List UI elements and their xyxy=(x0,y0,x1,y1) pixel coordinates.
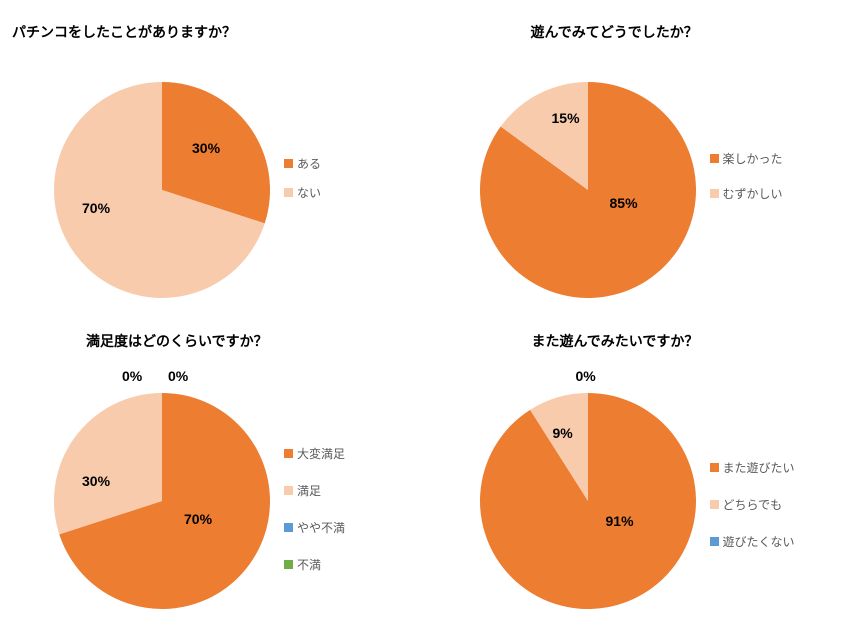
slice-label: 15% xyxy=(552,110,580,126)
legend-swatch xyxy=(284,560,293,569)
legend-item: ない xyxy=(284,184,321,201)
legend-label: 遊びたくない xyxy=(723,533,795,550)
legend-item: 遊びたくない xyxy=(710,533,795,550)
chart-title: 満足度はどのくらいですか？ xyxy=(86,331,268,351)
legend-item: ある xyxy=(284,155,321,172)
legend: 楽しかったむずかしい xyxy=(710,150,783,202)
legend-item: むずかしい xyxy=(710,185,783,202)
legend-item: やや不満 xyxy=(284,519,345,536)
slice-label: 85% xyxy=(610,195,638,211)
legend-item: 楽しかった xyxy=(710,150,783,167)
legend: 大変満足満足やや不満不満 xyxy=(284,445,345,573)
chart-title: パチンコをしたことがありますか？ xyxy=(12,22,236,42)
legend-label: ある xyxy=(297,155,321,172)
slice-label: 70% xyxy=(184,511,212,527)
legend-swatch xyxy=(284,449,293,458)
legend-label: 不満 xyxy=(297,556,321,573)
slice-label: 9% xyxy=(553,425,573,441)
chart-panel-q3: 満足度はどのくらいですか？ 70% 30% 0% 0% 大変満足満足やや不満不満 xyxy=(0,313,426,626)
zero-label: 0% xyxy=(168,368,188,384)
legend-label: また遊びたい xyxy=(723,459,795,476)
legend-item: 大変満足 xyxy=(284,445,345,462)
zero-label: 0% xyxy=(576,368,596,384)
legend-label: どちらでも xyxy=(723,496,783,513)
legend: あるない xyxy=(284,155,321,201)
legend-label: むずかしい xyxy=(723,185,783,202)
legend-label: 楽しかった xyxy=(723,150,783,167)
legend-swatch xyxy=(710,537,719,546)
legend-item: また遊びたい xyxy=(710,459,795,476)
legend-swatch xyxy=(284,159,293,168)
chart-panel-q1: パチンコをしたことがありますか？ 30% 70% あるない xyxy=(0,0,426,313)
legend: また遊びたいどちらでも遊びたくない xyxy=(710,459,795,550)
legend-label: ない xyxy=(297,184,321,201)
pie-chart xyxy=(478,391,698,611)
legend-label: 満足 xyxy=(297,482,321,499)
legend-label: やや不満 xyxy=(297,519,345,536)
legend-label: 大変満足 xyxy=(297,445,345,462)
pie-chart xyxy=(52,80,272,300)
chart-title: また遊んでみたいですか？ xyxy=(532,331,699,351)
legend-item: 満足 xyxy=(284,482,345,499)
legend-swatch xyxy=(710,500,719,509)
chart-panel-q2: 遊んでみてどうでしたか？ 85% 15% 楽しかったむずかしい xyxy=(426,0,851,313)
legend-swatch xyxy=(710,189,719,198)
legend-swatch xyxy=(284,188,293,197)
zero-label: 0% xyxy=(122,368,142,384)
legend-item: 不満 xyxy=(284,556,345,573)
pie-chart xyxy=(478,80,698,300)
chart-title: 遊んでみてどうでしたか？ xyxy=(531,22,698,42)
chart-panel-q4: また遊んでみたいですか？ 91% 9% 0% また遊びたいどちらでも遊びたくない xyxy=(426,313,851,626)
legend-swatch xyxy=(710,154,719,163)
slice-label: 30% xyxy=(82,473,110,489)
slice-label: 91% xyxy=(606,513,634,529)
legend-swatch xyxy=(710,463,719,472)
slice-label: 30% xyxy=(192,140,220,156)
slice-label: 70% xyxy=(82,200,110,216)
legend-swatch xyxy=(284,486,293,495)
legend-item: どちらでも xyxy=(710,496,795,513)
legend-swatch xyxy=(284,523,293,532)
pie-chart xyxy=(52,391,272,611)
